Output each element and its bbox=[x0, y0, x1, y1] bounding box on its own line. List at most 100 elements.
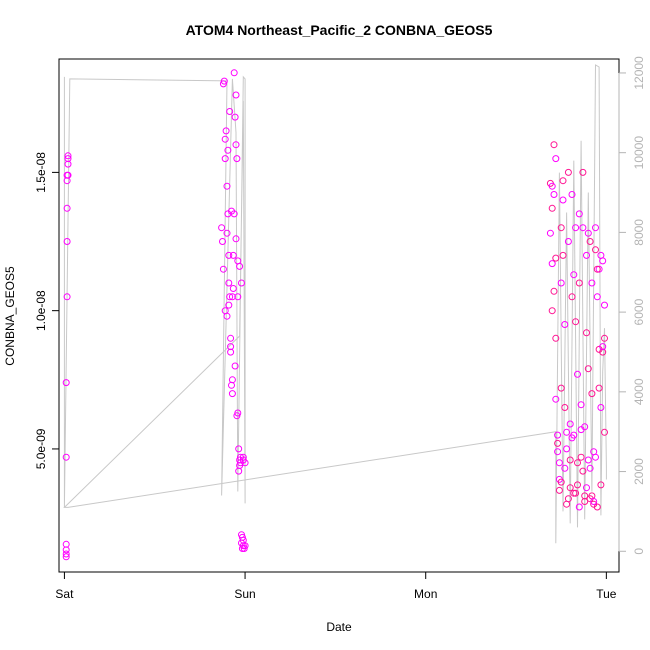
data-point bbox=[568, 434, 576, 442]
data-point bbox=[554, 448, 562, 456]
data-point bbox=[579, 168, 587, 176]
data-point bbox=[227, 348, 235, 356]
y-tick-label: 5.0e-09 bbox=[34, 428, 48, 469]
data-point bbox=[234, 293, 242, 301]
x-tick-label: Sat bbox=[55, 587, 74, 601]
data-point bbox=[601, 428, 608, 436]
altitude-line bbox=[63, 64, 607, 544]
data-point bbox=[237, 453, 244, 461]
data-point bbox=[241, 459, 249, 467]
data-point bbox=[597, 251, 605, 259]
data-point bbox=[574, 370, 581, 378]
data-point bbox=[228, 293, 236, 301]
data-point bbox=[219, 238, 226, 245]
data-point bbox=[581, 492, 589, 500]
data-point bbox=[220, 77, 228, 85]
data-point bbox=[231, 362, 239, 370]
data-point bbox=[550, 287, 558, 295]
data-point bbox=[563, 445, 571, 453]
data-point bbox=[566, 484, 574, 492]
y-tick-label: 1.5e-08 bbox=[34, 152, 48, 193]
points-layer bbox=[62, 69, 608, 561]
data-point bbox=[62, 546, 70, 554]
data-point bbox=[561, 321, 569, 328]
data-point bbox=[554, 439, 562, 447]
data-point bbox=[586, 238, 594, 245]
y2-tick-label: 0 bbox=[632, 548, 646, 555]
data-point bbox=[592, 224, 599, 232]
data-point bbox=[548, 307, 556, 315]
data-point bbox=[552, 395, 560, 403]
data-point bbox=[219, 265, 227, 273]
data-point bbox=[226, 108, 234, 115]
data-point bbox=[62, 550, 70, 558]
data-point bbox=[559, 196, 567, 204]
chart-title: ATOM4 Northeast_Pacific_2 CONBNA_GEOS5 bbox=[186, 22, 493, 38]
x-axis: Sat Sun Mon Tue bbox=[55, 571, 617, 601]
data-point bbox=[62, 453, 70, 461]
data-point bbox=[64, 155, 72, 163]
data-point bbox=[228, 390, 236, 398]
data-point bbox=[228, 207, 235, 215]
data-point bbox=[557, 384, 565, 392]
data-point bbox=[228, 376, 236, 384]
data-point bbox=[63, 238, 71, 245]
data-point bbox=[564, 495, 572, 503]
data-point bbox=[592, 246, 599, 254]
data-point bbox=[561, 404, 569, 411]
data-point bbox=[62, 379, 70, 387]
y2-tick-label: 6000 bbox=[632, 298, 646, 325]
data-point bbox=[554, 431, 562, 439]
y-axis-left: 5.0e-09 1.0e-08 1.5e-08 bbox=[34, 152, 60, 469]
data-point bbox=[232, 91, 240, 99]
y-axis-right: 0 2000 4000 6000 8000 10000 12000 bbox=[618, 56, 646, 555]
data-point bbox=[221, 155, 229, 163]
data-point bbox=[550, 141, 558, 149]
y2-tick-label: 10000 bbox=[632, 136, 646, 170]
data-point bbox=[568, 293, 576, 301]
data-point bbox=[62, 540, 70, 548]
data-point bbox=[583, 251, 590, 259]
data-point bbox=[584, 229, 592, 237]
data-point bbox=[593, 503, 601, 511]
data-point bbox=[559, 251, 567, 259]
data-point bbox=[559, 177, 567, 185]
data-point bbox=[564, 168, 572, 176]
x-tick-label: Sun bbox=[234, 587, 255, 601]
data-point bbox=[223, 182, 231, 190]
data-point bbox=[62, 553, 70, 561]
data-point bbox=[590, 498, 598, 505]
data-point bbox=[548, 182, 556, 190]
data-point bbox=[583, 329, 590, 337]
data-point bbox=[229, 285, 237, 292]
data-point bbox=[548, 260, 556, 268]
data-point bbox=[63, 293, 71, 301]
x-tick-label: Mon bbox=[414, 587, 437, 601]
y2-tick-label: 4000 bbox=[632, 378, 646, 405]
data-point bbox=[586, 464, 594, 472]
data-point bbox=[593, 265, 601, 273]
data-point bbox=[555, 486, 563, 494]
data-point bbox=[552, 155, 560, 163]
data-point bbox=[575, 503, 583, 511]
data-point bbox=[572, 318, 580, 326]
data-point bbox=[232, 141, 240, 149]
data-point bbox=[218, 224, 226, 232]
data-point bbox=[563, 428, 571, 436]
data-point bbox=[235, 467, 243, 475]
data-point bbox=[229, 251, 237, 259]
data-point bbox=[230, 69, 238, 77]
data-point bbox=[550, 191, 558, 198]
data-point bbox=[221, 135, 229, 143]
data-point bbox=[552, 254, 560, 262]
data-point bbox=[225, 251, 233, 259]
data-point bbox=[223, 229, 231, 237]
data-point bbox=[574, 459, 581, 467]
data-point bbox=[584, 456, 592, 464]
data-point bbox=[64, 171, 72, 179]
data-point bbox=[583, 484, 590, 492]
data-point bbox=[225, 279, 233, 287]
altitude-line-layer bbox=[63, 64, 607, 544]
y-tick-label: 1.0e-08 bbox=[34, 290, 48, 331]
